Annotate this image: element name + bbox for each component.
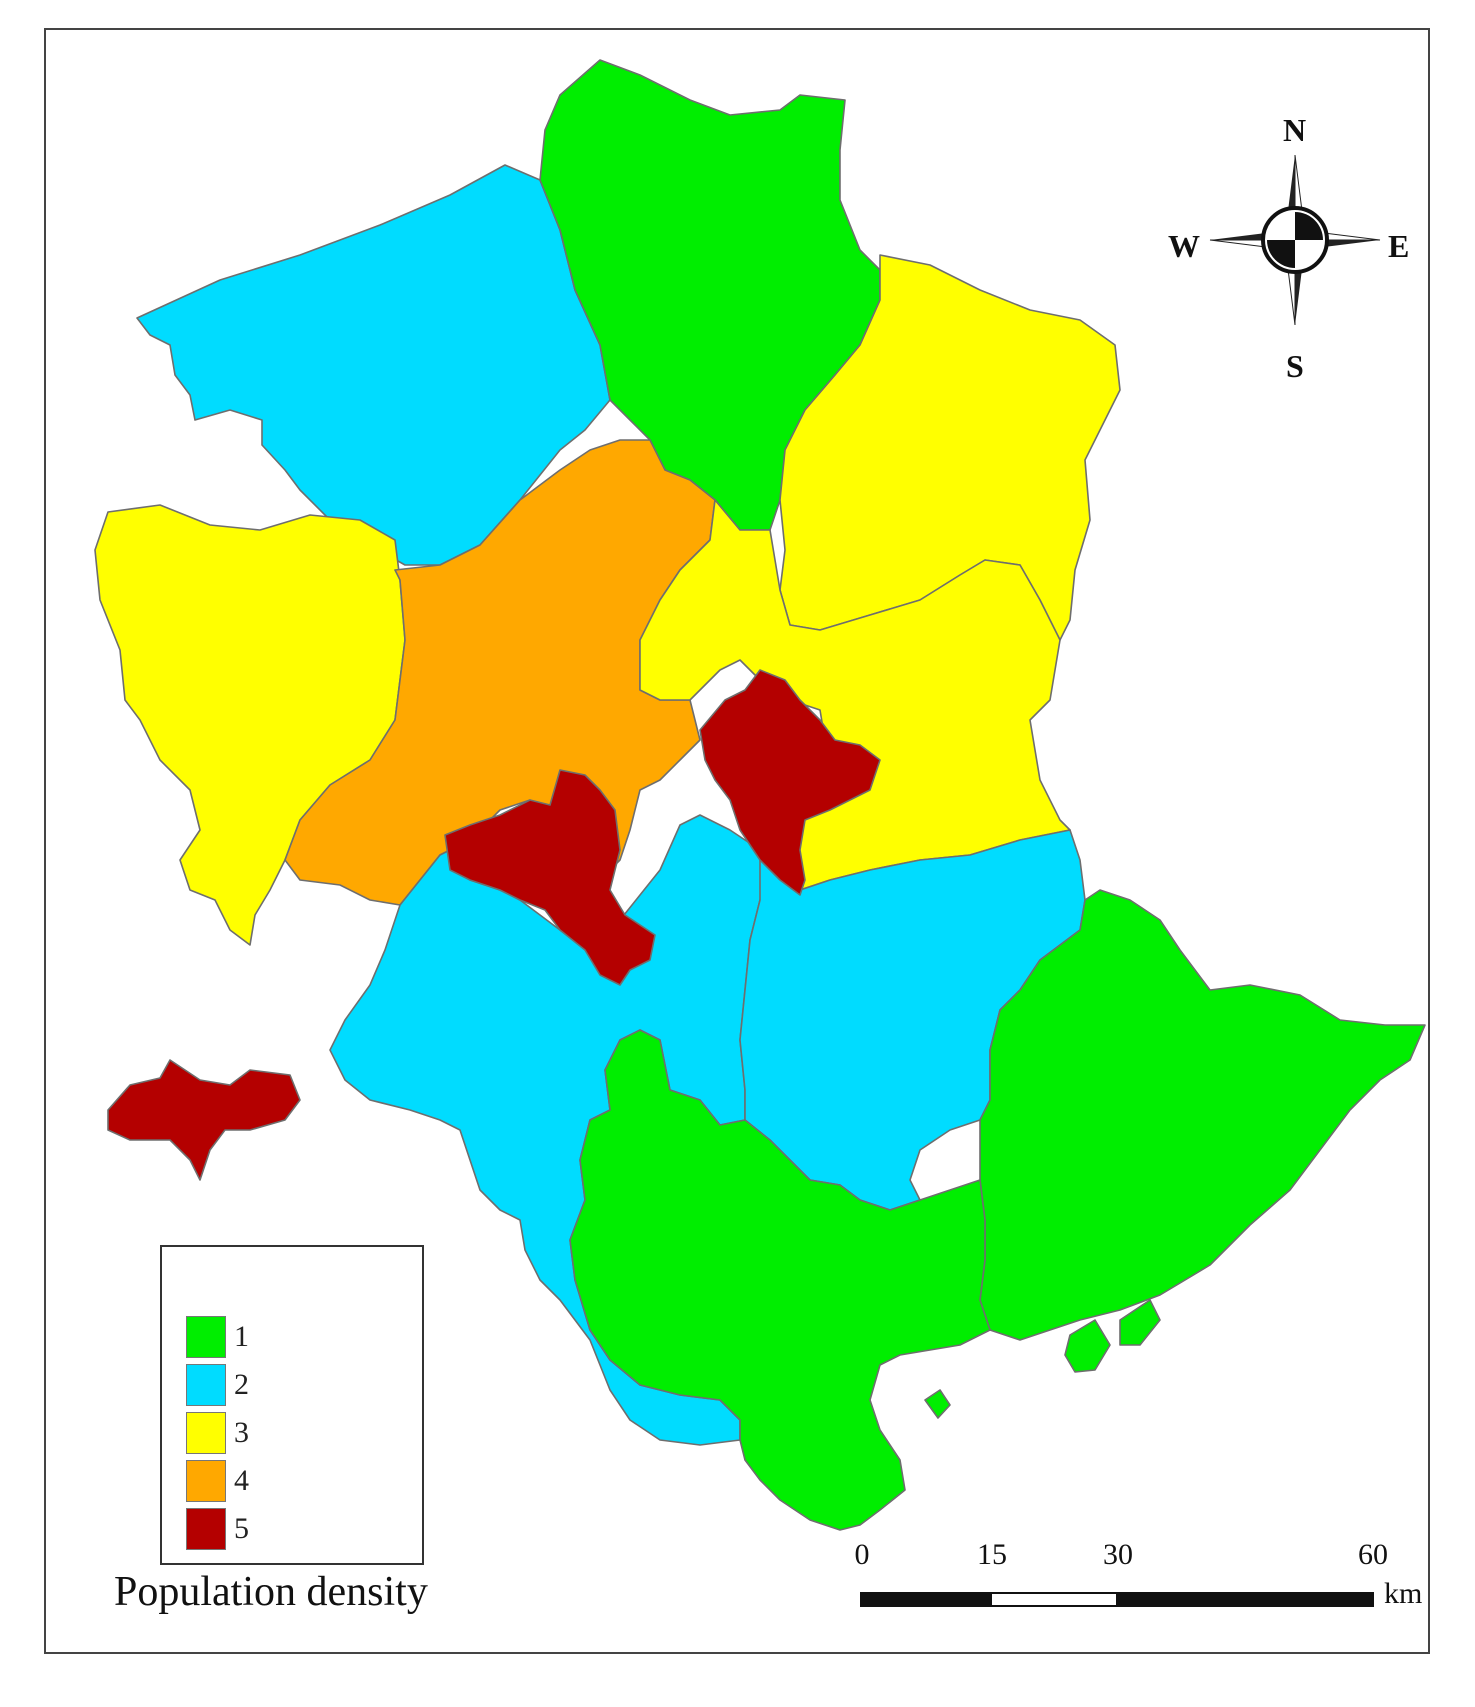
legend-label-3: 3 — [234, 1416, 249, 1449]
legend-box: 1 2 3 4 5 — [160, 1245, 424, 1565]
scale-tick-0: 0 — [854, 1538, 870, 1571]
compass-north-label: N — [1283, 112, 1307, 148]
legend-label-1: 1 — [234, 1320, 249, 1353]
legend-item-4: 4 — [186, 1459, 249, 1503]
scale-tick-30: 30 — [1103, 1538, 1133, 1571]
region-east-coast-class-1 — [979, 889, 1426, 1341]
scale-bar — [860, 1592, 1374, 1607]
legend-swatch-3 — [186, 1412, 226, 1454]
compass-west-label: W — [1168, 228, 1200, 264]
region-west-class-3 — [94, 504, 406, 946]
legend-item-5: 5 — [186, 1507, 249, 1551]
legend-label-4: 4 — [234, 1464, 249, 1497]
legend-swatch-1 — [186, 1316, 226, 1358]
region-central-class-4 — [284, 439, 716, 906]
scale-tick-60: 60 — [1358, 1538, 1388, 1571]
legend-label-5: 5 — [234, 1512, 249, 1545]
compass-rose-icon — [1209, 154, 1381, 326]
compass-south-label: S — [1286, 348, 1304, 384]
island-green-3 — [924, 1389, 951, 1419]
compass-east-label: E — [1388, 228, 1410, 264]
legend-swatch-4 — [186, 1460, 226, 1502]
region-enclave-class-5 — [107, 1059, 301, 1181]
region-south-class-1 — [569, 1029, 991, 1531]
legend-item-2: 2 — [186, 1363, 249, 1407]
legend-item-3: 3 — [186, 1411, 249, 1455]
legend-item-1: 1 — [186, 1315, 249, 1359]
scale-unit-label: km — [1384, 1577, 1423, 1610]
island-green-2 — [1119, 1299, 1161, 1346]
legend-title: Population density — [114, 1569, 428, 1615]
legend-swatch-2 — [186, 1364, 226, 1406]
scale-tick-15: 15 — [977, 1538, 1007, 1571]
region-urban-center-class-5 — [444, 769, 656, 986]
legend-swatch-5 — [186, 1508, 226, 1550]
region-urban-east-class-5 — [699, 669, 881, 896]
region-southeast-class-2 — [739, 829, 1086, 1211]
legend-label-2: 2 — [234, 1368, 249, 1401]
island-green-1 — [1064, 1319, 1111, 1373]
